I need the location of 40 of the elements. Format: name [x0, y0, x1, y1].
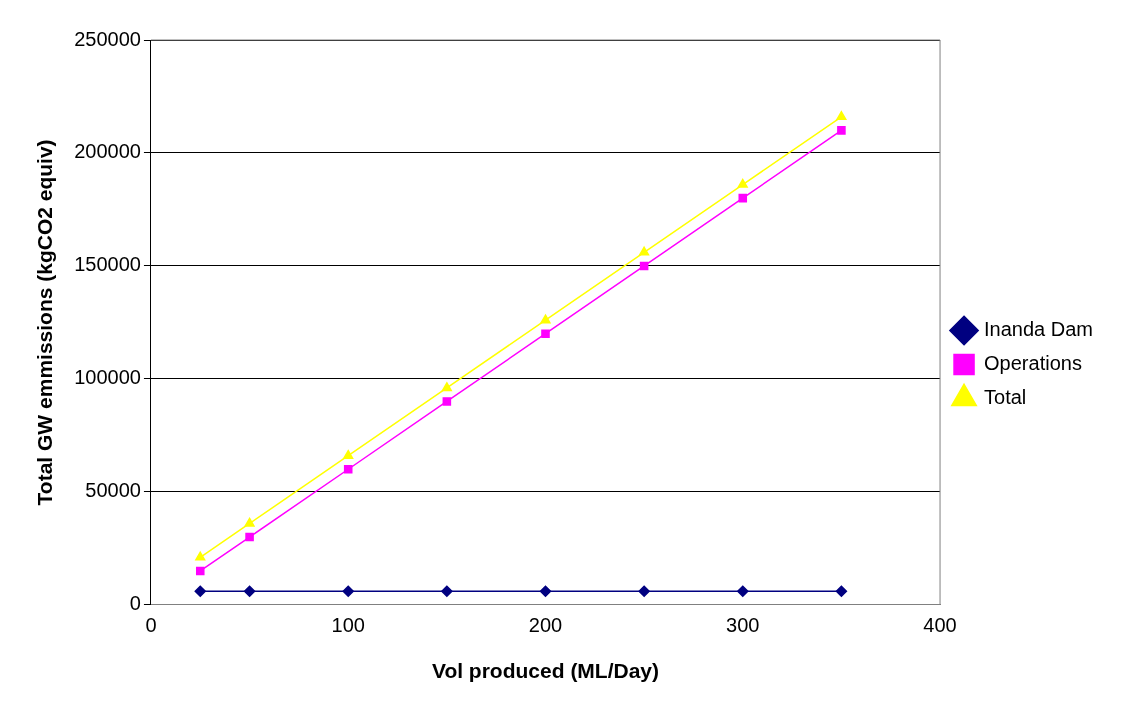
point [343, 464, 353, 474]
y-tick-label: 200000 [74, 140, 141, 163]
y-tick-label: 150000 [74, 253, 141, 276]
point [539, 585, 552, 597]
x-tick-label: 400 [923, 614, 957, 637]
y-tick-label: 100000 [74, 366, 141, 389]
point [837, 126, 846, 135]
point [343, 449, 354, 459]
point [639, 261, 649, 271]
point [441, 382, 452, 392]
y-tick-label: 0 [129, 592, 141, 615]
point [835, 585, 848, 597]
legend-label: Operations [984, 352, 1082, 375]
point [342, 585, 354, 597]
point [540, 314, 551, 324]
point [836, 111, 847, 121]
point [638, 585, 650, 597]
point [737, 585, 749, 597]
point [737, 178, 748, 188]
point [195, 566, 205, 576]
legend-label: Inanda Dam [984, 318, 1094, 341]
point [244, 517, 255, 527]
point [243, 585, 256, 597]
point [541, 329, 550, 338]
x-axis-title: Vol produced (ML/Day) [431, 659, 660, 683]
point [245, 532, 254, 542]
x-tick-label: 100 [331, 614, 365, 637]
point [195, 551, 206, 561]
point [442, 397, 452, 406]
x-tick-label: 200 [528, 614, 563, 637]
point [738, 193, 748, 203]
y-tick-label: 250000 [74, 27, 141, 50]
y-tick-label: 50000 [85, 479, 141, 502]
legend-label: Total [984, 386, 1027, 409]
x-tick-label: 0 [145, 614, 157, 637]
y-axis-title: Total GW emmissions (kgCO2 equiv) [33, 139, 57, 506]
point [639, 246, 650, 256]
point [441, 585, 453, 597]
x-tick-label: 300 [726, 614, 760, 637]
point [194, 585, 207, 597]
